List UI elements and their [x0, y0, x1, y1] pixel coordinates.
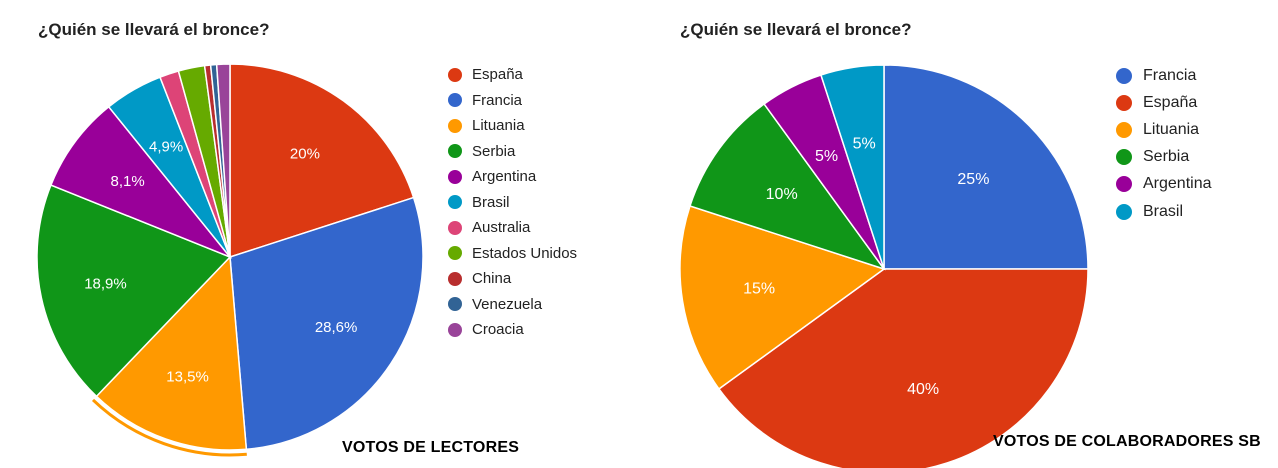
legend-label: Venezuela	[472, 295, 543, 313]
legend-item-serbia[interactable]: Serbia	[1116, 144, 1212, 171]
legend-item-china[interactable]: China	[448, 266, 577, 292]
legend-swatch	[1116, 149, 1132, 166]
legend-swatch	[1116, 176, 1132, 193]
legend-item-espana[interactable]: España	[1116, 89, 1212, 116]
legend: Francia España Lituania Serbia Argentina Bras…	[1116, 62, 1212, 225]
legend-swatch	[448, 93, 462, 108]
slice-hover-outline	[91, 398, 247, 457]
legend-label: Argentina	[472, 168, 537, 186]
slice-value-label: 20%	[290, 145, 320, 162]
chart-caption: VOTOS DE LECTORES	[342, 439, 520, 456]
legend-label: China	[472, 270, 512, 288]
legend-label: Estados Unidos	[472, 244, 578, 262]
slice-value-label: 25%	[957, 171, 989, 188]
legend-item-lituania[interactable]: Lituania	[448, 113, 577, 139]
pie-slice-argentina[interactable]	[49, 105, 233, 259]
legend-label: España	[472, 66, 523, 84]
slice-value-label: 15%	[743, 280, 775, 297]
legend-item-argentina[interactable]: Argentina	[448, 164, 577, 190]
legend-swatch	[1116, 203, 1132, 220]
chart-title: ¿Quién se llevará el bronce?	[680, 20, 912, 39]
slice-value-label: 4,9%	[149, 138, 183, 155]
legend-label: Croacia	[472, 321, 524, 339]
pie-chart-contributors: 25% 40% 15% 10% 5% 5%	[679, 64, 1089, 468]
contributor-votes-chart: ¿Quién se llevará el bronce? 25% 40% 15% 10…	[640, 0, 1278, 468]
legend-label: Australia	[472, 219, 531, 237]
legend-item-francia[interactable]: Francia	[448, 88, 577, 114]
legend-swatch	[448, 169, 462, 184]
legend-swatch	[448, 220, 462, 235]
legend-label: Argentina	[1143, 175, 1212, 193]
slice-value-label: 10%	[766, 186, 798, 203]
legend-swatch	[1116, 67, 1132, 84]
pie-slice-serbia[interactable]	[689, 102, 886, 271]
legend: España Francia Lituania Serbia Argentina Bras…	[448, 62, 577, 343]
pie-slice-francia[interactable]	[883, 64, 1089, 270]
legend-swatch	[448, 322, 462, 337]
legend-item-serbia[interactable]: Serbia	[448, 139, 577, 165]
pie-slice-francia[interactable]	[229, 196, 424, 451]
legend-label: Lituania	[1143, 120, 1200, 138]
legend-label: España	[1143, 93, 1198, 111]
legend-item-brasil[interactable]: Brasil	[448, 190, 577, 216]
pie-slice-croacia[interactable]	[215, 63, 231, 258]
legend-swatch	[1116, 94, 1132, 111]
legend-swatch	[448, 195, 462, 210]
chart-title: ¿Quién se llevará el bronce?	[38, 20, 270, 39]
slice-value-label: 5%	[815, 148, 838, 165]
legend-label: Brasil	[1143, 202, 1184, 220]
legend-label: Lituania	[472, 117, 525, 135]
legend-item-brasil[interactable]: Brasil	[1116, 198, 1212, 225]
legend-item-lituania[interactable]: Lituania	[1116, 116, 1212, 143]
legend-swatch	[448, 118, 462, 133]
pie-chart-readers: 20% 28,6% 13,5% 18,9% 8,1% 4,9%	[36, 63, 424, 457]
legend-item-argentina[interactable]: Argentina	[1116, 171, 1212, 198]
legend-item-francia[interactable]: Francia	[1116, 62, 1212, 89]
pie-slice-lituania[interactable]	[679, 205, 886, 390]
legend-item-venezuela[interactable]: Venezuela	[448, 292, 577, 318]
legend-swatch	[448, 271, 462, 286]
legend-item-croacia[interactable]: Croacia	[448, 317, 577, 343]
slice-value-label: 40%	[907, 381, 939, 398]
pie-slice-lituania[interactable]	[95, 255, 248, 451]
legend-swatch	[448, 246, 462, 261]
slice-value-label: 18,9%	[84, 275, 127, 292]
reader-votes-chart: ¿Quién se llevará el bronce? 20% 28,6% 13,…	[36, 20, 577, 457]
legend-label: Francia	[472, 91, 523, 109]
slice-value-label: 5%	[853, 136, 876, 153]
legend-label: Serbia	[472, 142, 516, 160]
chart-caption: VOTOS DE COLABORADORES SB	[993, 433, 1261, 450]
legend-item-australia[interactable]: Australia	[448, 215, 577, 241]
legend-swatch	[448, 67, 462, 82]
legend-item-estados-unidos[interactable]: Estados Unidos	[448, 241, 577, 267]
legend-label: Brasil	[472, 193, 510, 211]
pie-slice-espana[interactable]	[717, 268, 1089, 468]
legend-item-espana[interactable]: España	[448, 62, 577, 88]
legend-swatch	[1116, 121, 1132, 138]
legend-label: Serbia	[1143, 148, 1190, 166]
legend-swatch	[448, 144, 462, 159]
slice-value-label: 13,5%	[166, 369, 209, 386]
legend-swatch	[448, 297, 462, 312]
slice-value-label: 8,1%	[110, 173, 144, 190]
legend-label: Francia	[1143, 66, 1197, 84]
pie-slice-brasil[interactable]	[820, 64, 885, 270]
slice-value-label: 28,6%	[315, 319, 358, 336]
pie-slice-espana[interactable]	[229, 63, 415, 259]
